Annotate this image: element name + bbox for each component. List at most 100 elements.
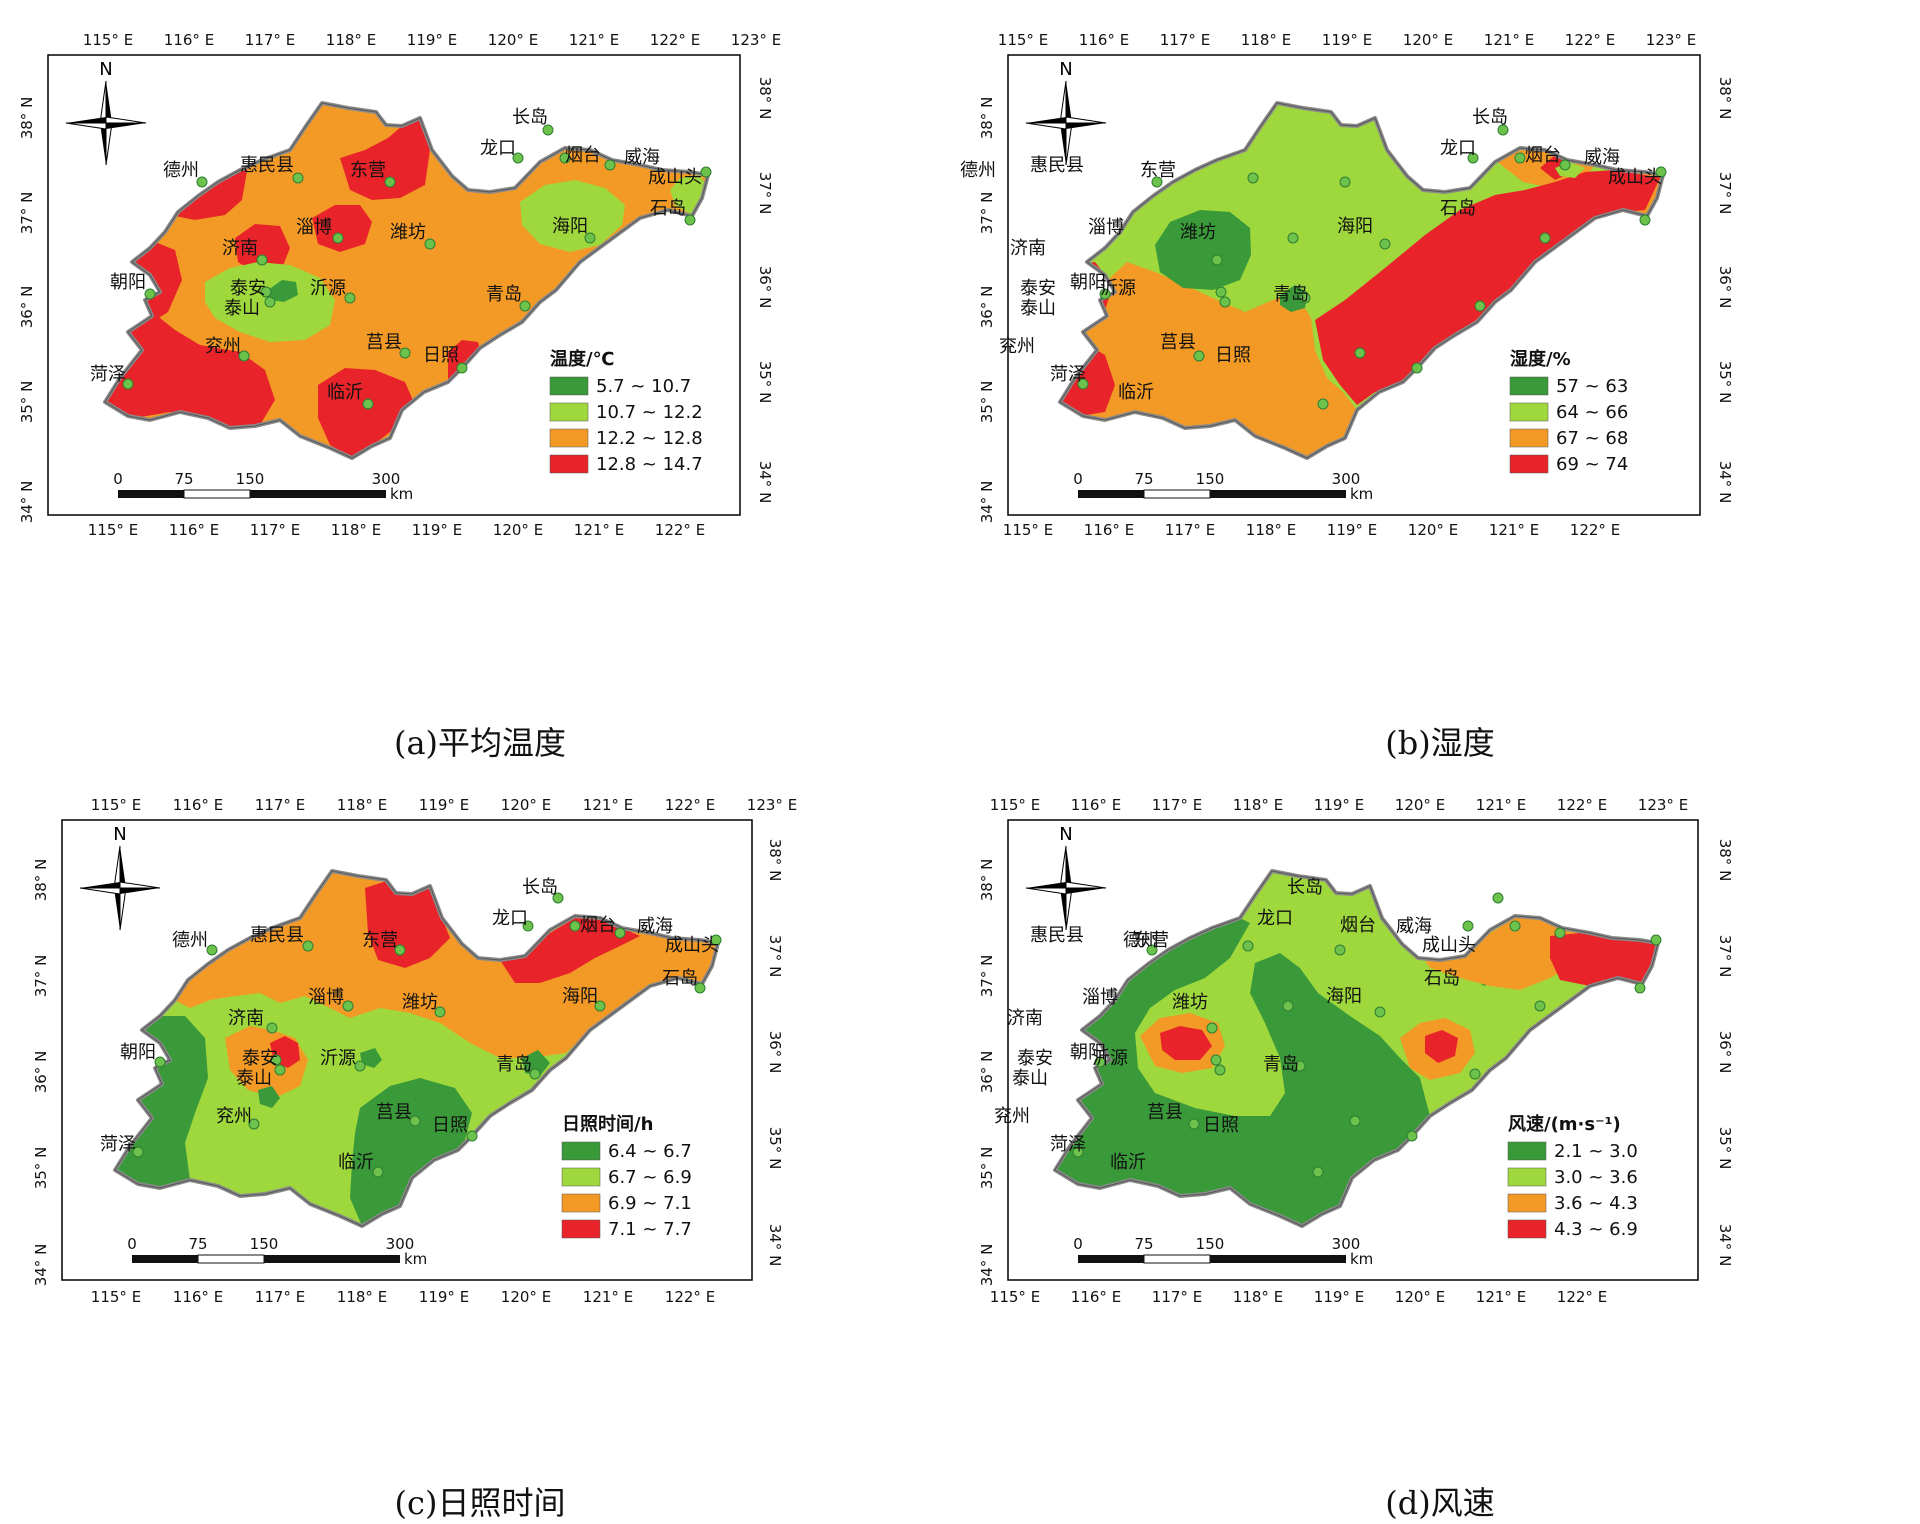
latitude-label-right: 37° N xyxy=(1716,935,1734,978)
station-label: 潍坊 xyxy=(402,992,438,1013)
station-label: 东营 xyxy=(1140,160,1176,181)
longitude-label-top: 118° E xyxy=(326,31,376,49)
scale-label: 300 xyxy=(1332,470,1361,488)
station-label: 济南 xyxy=(222,238,258,259)
scale-label: 150 xyxy=(250,1235,279,1253)
legend-label: 7.1 ~ 7.7 xyxy=(608,1219,692,1240)
latitude-label-left: 38° N xyxy=(18,97,36,140)
scale-label: 300 xyxy=(386,1235,415,1253)
station-label: 威海 xyxy=(1584,147,1620,168)
station-label: 泰安 xyxy=(1017,1048,1053,1069)
latitude-label-left: 38° N xyxy=(978,859,996,902)
longitude-label-bottom: 115° E xyxy=(990,1288,1040,1306)
station-marker xyxy=(1193,350,1205,362)
longitude-label-top: 117° E xyxy=(1160,31,1210,49)
station-label: 泰山 xyxy=(1012,1068,1048,1089)
legend-swatch xyxy=(549,428,589,448)
north-arrow-icon xyxy=(79,845,161,931)
station-label: 威海 xyxy=(1396,916,1432,937)
caption-text: 湿度 xyxy=(1430,724,1495,762)
legend-label: 69 ~ 74 xyxy=(1556,454,1628,475)
map-panel-wind-speed: 长岛 龙口 烟台 威海 成山头 德州 惠民县 东营 淄博 潍坊 济南 海阳 石岛 朝阳 泰安 泰山 沂源 青岛 兖州… xyxy=(960,760,1920,1522)
station-label: 兖州 xyxy=(994,1106,1030,1127)
station-marker xyxy=(1334,944,1346,956)
station-label: 龙口 xyxy=(1440,138,1476,159)
longitude-label-bottom: 118° E xyxy=(337,1288,387,1306)
legend-swatch xyxy=(1507,1141,1547,1161)
longitude-label-top: 123° E xyxy=(1638,796,1688,814)
station-marker xyxy=(372,1166,384,1178)
station-marker xyxy=(1539,232,1551,244)
longitude-label-top: 123° E xyxy=(747,796,797,814)
isoline-zone xyxy=(170,165,248,220)
legend-title: 湿度/% xyxy=(1510,348,1571,370)
station-label: 长岛 xyxy=(1287,877,1323,898)
station-label: 惠民县 xyxy=(1030,155,1084,176)
station-label: 兖州 xyxy=(216,1106,252,1127)
station-label: 龙口 xyxy=(492,908,528,929)
station-marker xyxy=(362,398,374,410)
station-label: 石岛 xyxy=(662,968,698,989)
scale-bar xyxy=(1078,489,1346,499)
longitude-label-top: 115° E xyxy=(91,796,141,814)
station-marker xyxy=(614,927,626,939)
station-label: 淄博 xyxy=(308,987,344,1008)
legend-swatch xyxy=(1509,402,1549,422)
longitude-label-top: 122° E xyxy=(650,31,700,49)
station-marker xyxy=(1374,1006,1386,1018)
station-marker xyxy=(604,159,616,171)
station-label: 莒县 xyxy=(1147,1102,1183,1123)
longitude-label-top: 115° E xyxy=(998,31,1048,49)
caption-text: 平均温度 xyxy=(438,724,567,762)
station-label: 德州 xyxy=(1123,930,1159,951)
map-body: 长岛龙口烟台威海成山头德州惠民县东营淄博潍坊济南海阳石岛朝阳泰安泰山沂源青岛兖州… xyxy=(100,869,722,1228)
scale-label: 0 xyxy=(1073,470,1083,488)
longitude-label-bottom: 115° E xyxy=(88,521,138,539)
station-label: 沂源 xyxy=(310,278,346,299)
isoline-zone xyxy=(1060,262,1357,458)
caption-text: 风速 xyxy=(1430,1484,1495,1522)
station-marker xyxy=(1349,1115,1361,1127)
station-marker xyxy=(1077,378,1089,390)
longitude-label-bottom: 117° E xyxy=(1152,1288,1202,1306)
station-marker xyxy=(1354,347,1366,359)
latitude-label-right: 37° N xyxy=(756,172,774,215)
isoline-zone xyxy=(1160,1026,1212,1060)
isoline-zone xyxy=(115,1016,208,1188)
longitude-label-top: 120° E xyxy=(1403,31,1453,49)
legend-swatch xyxy=(549,376,589,396)
station-label: 烟台 xyxy=(1525,145,1561,166)
caption-prefix: (d) xyxy=(1385,1484,1431,1522)
legend-label: 3.0 ~ 3.6 xyxy=(1554,1167,1638,1188)
latitude-label-left: 37° N xyxy=(18,192,36,235)
isoline-zone xyxy=(312,205,372,252)
longitude-label-bottom: 121° E xyxy=(574,521,624,539)
legend-label: 57 ~ 63 xyxy=(1556,376,1628,397)
station-marker xyxy=(1099,288,1111,300)
station-label: 菏泽 xyxy=(100,1134,136,1155)
station-label: 泰山 xyxy=(1020,298,1056,319)
station-marker xyxy=(456,362,468,374)
north-label: N xyxy=(113,824,126,845)
station-marker xyxy=(694,982,706,994)
longitude-label-top: 117° E xyxy=(245,31,295,49)
station-label: 济南 xyxy=(228,1008,264,1029)
station-marker xyxy=(1215,286,1227,298)
station-marker xyxy=(1094,1056,1106,1068)
north-label: N xyxy=(99,59,112,80)
station-label: 泰安 xyxy=(1020,278,1056,299)
station-marker xyxy=(206,944,218,956)
station-label: 莒县 xyxy=(1160,332,1196,353)
longitude-label-bottom: 118° E xyxy=(1246,521,1296,539)
station-label: 潍坊 xyxy=(1180,222,1216,243)
station-marker xyxy=(1294,1060,1306,1072)
station-label: 威海 xyxy=(637,916,673,937)
scale-label: 300 xyxy=(372,470,401,488)
station-label: 泰山 xyxy=(236,1068,272,1089)
longitude-label-top: 119° E xyxy=(1314,796,1364,814)
station-marker xyxy=(1474,300,1486,312)
map-body: 长岛龙口烟台威海成山头德州惠民县东营淄博潍坊济南海阳石岛朝阳泰安泰山沂源青岛兖州… xyxy=(994,869,1662,1228)
isoline-zone xyxy=(105,310,275,430)
